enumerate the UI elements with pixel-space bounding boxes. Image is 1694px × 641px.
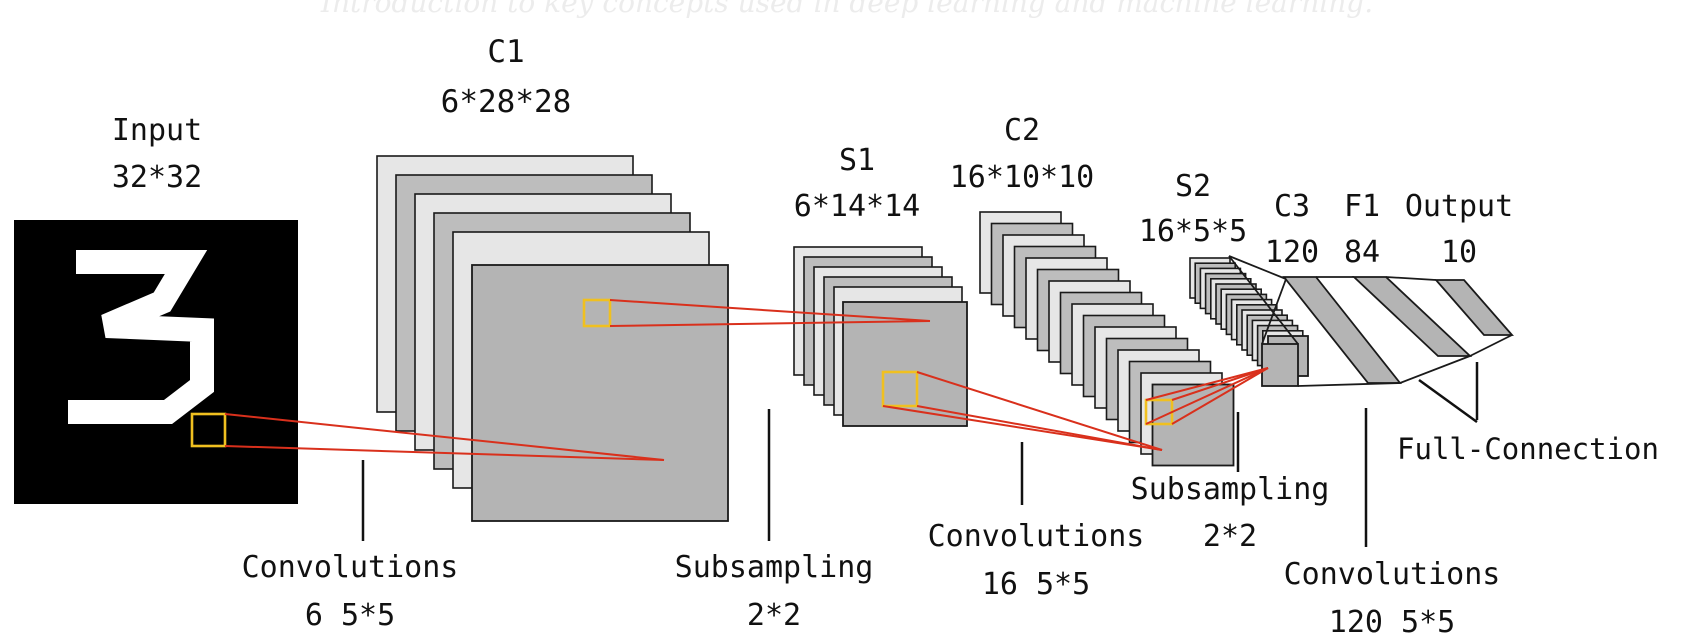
f1-out-top-link xyxy=(1385,276,1437,281)
conv3-detail: 120 5*5 xyxy=(1329,605,1455,640)
s1-label: S1 xyxy=(839,143,875,178)
c2-label: C2 xyxy=(1004,113,1040,148)
c1-receptive-field xyxy=(582,298,612,328)
full-connection-title: Full-Connection xyxy=(1397,432,1659,466)
ray-c1-s1-top xyxy=(609,299,931,322)
c3-label: C3 xyxy=(1274,189,1310,224)
c3-f1-bottom-link xyxy=(1399,355,1471,384)
input-image xyxy=(14,220,298,504)
input-receptive-field xyxy=(190,412,227,448)
ray-c2-s2-left xyxy=(1145,367,1269,425)
output-vector xyxy=(1434,279,1514,336)
sub1-detail: 2*2 xyxy=(747,598,801,633)
sub2-detail: 2*2 xyxy=(1203,519,1257,554)
projection-rays xyxy=(224,299,1269,461)
c2-feature-maps xyxy=(979,211,1235,467)
fully-connected-layers xyxy=(1228,255,1514,387)
s2-dims: 16*5*5 xyxy=(1139,214,1247,249)
input-label: Input xyxy=(112,113,202,148)
input-dims: 32*32 xyxy=(112,160,202,195)
c2-dims: 16*10*10 xyxy=(950,160,1095,195)
conv2-detail: 16 5*5 xyxy=(982,567,1090,602)
conv2-title: Convolutions xyxy=(928,519,1145,554)
ray-c1-s1-bottom xyxy=(609,320,931,327)
c1-label: C1 xyxy=(487,34,524,70)
sub2-title: Subsampling xyxy=(1131,472,1330,507)
c3-top-link xyxy=(1261,278,1287,345)
output-dims: 10 xyxy=(1441,235,1477,270)
c3-unit-block xyxy=(1261,343,1299,387)
operation-pointers xyxy=(361,362,1479,547)
c1-feature-maps xyxy=(376,155,729,522)
s1-dims: 6*14*14 xyxy=(794,189,920,224)
c3-bottom-link xyxy=(1297,382,1401,387)
conv1-title: Convolutions xyxy=(242,550,459,585)
s2-c3-top-link xyxy=(1228,255,1287,280)
sub1-title: Subsampling xyxy=(675,550,874,585)
c1-front-map xyxy=(471,264,729,522)
ray-input-c1-top xyxy=(224,413,665,461)
c1-dims: 6*28*28 xyxy=(441,84,572,120)
s2-label: S2 xyxy=(1175,169,1211,204)
ray-s1-c2-left xyxy=(882,405,1163,451)
f1-label: F1 xyxy=(1344,189,1380,224)
f1-out-bottom-link xyxy=(1469,334,1513,357)
s1-feature-maps xyxy=(793,246,968,427)
ray-c2-s2-top xyxy=(1171,367,1269,401)
conv1-detail: 6 5*5 xyxy=(305,598,395,633)
ray-s1-c2-top xyxy=(916,371,1163,451)
conv3-title: Convolutions xyxy=(1284,557,1501,592)
output-label: Output xyxy=(1405,189,1513,224)
ray-c2-s2-bottom xyxy=(1171,367,1269,425)
f1-dims: 84 xyxy=(1344,235,1380,270)
c3-dims: 120 xyxy=(1265,235,1319,270)
s2-c3-connection xyxy=(1228,255,1299,345)
banner-caption: Introduction to key concepts used in dee… xyxy=(320,0,1374,19)
s1-receptive-field xyxy=(881,370,919,408)
full-pointer-left xyxy=(1418,378,1478,424)
ray-input-c1-bottom xyxy=(224,445,665,461)
ray-c2-s2-corner xyxy=(1145,367,1269,401)
digit-three-glyph xyxy=(68,250,214,424)
